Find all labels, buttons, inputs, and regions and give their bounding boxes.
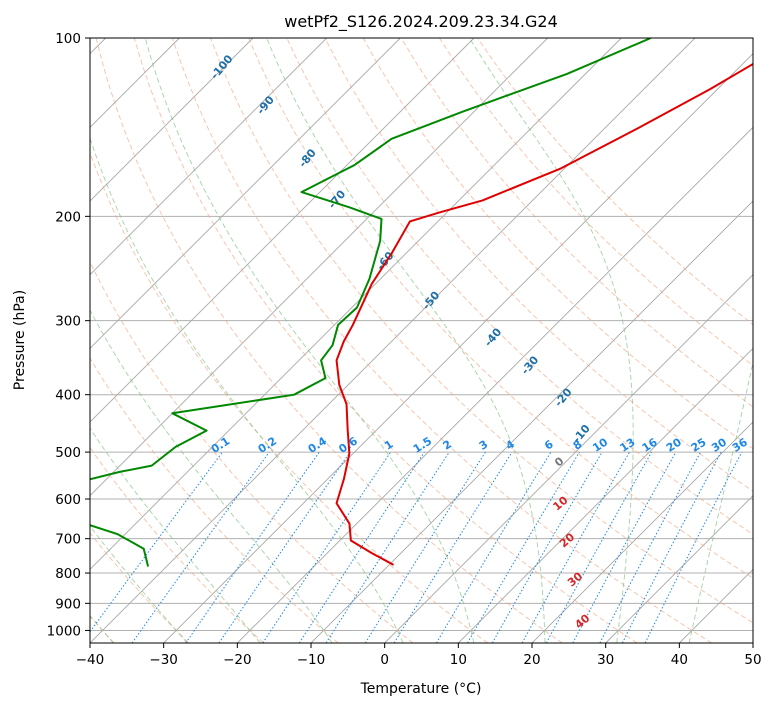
dry-adiabat-line <box>439 38 753 366</box>
mixing-ratio-line <box>393 451 513 643</box>
isotherm-line <box>458 347 753 643</box>
moist-adiabat-line <box>144 38 475 643</box>
y-axis-ticks: 100 200 300 400 500 600 700 800 900 1000 <box>47 31 90 639</box>
isotherm-line <box>90 38 548 497</box>
mixing-ratio-line <box>298 451 425 643</box>
isotherm-line <box>90 38 696 643</box>
dry-adiabat-line <box>90 151 488 643</box>
x-tick-label: −30 <box>149 652 178 668</box>
mixing-ratio-line <box>572 451 677 643</box>
y-tick-label: 800 <box>55 566 81 582</box>
mixing-ratio-line <box>364 451 486 643</box>
mixing-ratio-line <box>218 451 351 643</box>
y-tick-label: 700 <box>55 532 81 548</box>
x-tick-label: 50 <box>744 652 761 668</box>
moist-adiabat-line <box>688 360 753 643</box>
dewpoint-series-line <box>90 38 652 567</box>
isotherm-lines <box>90 38 753 643</box>
mixing-ratio-line <box>644 451 743 643</box>
isotherm-line <box>384 274 753 643</box>
isotherm-line <box>90 38 254 202</box>
mixing-ratio-line <box>599 451 701 643</box>
plot-frame <box>89 37 754 644</box>
isotherm-line <box>90 38 475 423</box>
isotherm-line <box>90 38 622 570</box>
dry-adiabat-line <box>90 446 264 643</box>
y-tick-label: 400 <box>55 388 81 404</box>
x-tick-label: 0 <box>380 652 389 668</box>
mixing-ratio-lines <box>90 451 743 643</box>
dry-adiabat-line <box>171 38 712 643</box>
mixing-ratio-line <box>131 451 270 643</box>
dry-adiabat-line <box>324 38 753 492</box>
isotherm-line <box>90 38 401 349</box>
y-tick-label: 1000 <box>47 623 81 639</box>
y-tick-label: 600 <box>55 492 81 508</box>
sounding-series <box>90 38 753 567</box>
mixing-ratio-line <box>90 451 223 633</box>
x-tick-label: 30 <box>597 652 614 668</box>
pressure-gridlines <box>90 38 753 631</box>
y-tick-label: 500 <box>55 445 81 461</box>
y-tick-label: 900 <box>55 596 81 612</box>
y-tick-label: 300 <box>55 314 81 330</box>
mixing-ratio-line <box>435 451 552 643</box>
temperature-series-line <box>335 62 753 566</box>
chart-title: wetPf2_S126.2024.209.23.34.G24 <box>284 12 558 32</box>
moist-adiabat-line <box>90 136 404 643</box>
dry-adiabat-line <box>90 357 339 643</box>
y-tick-label: 100 <box>55 31 81 47</box>
isotherm-line <box>605 495 753 643</box>
x-axis-ticks: −40 −30 −20 −10 0 10 20 30 40 50 <box>76 643 762 668</box>
moist-adiabat-line <box>469 38 634 643</box>
isotherm-line <box>90 38 327 276</box>
x-tick-label: −10 <box>297 652 326 668</box>
moist-adiabat-line <box>90 427 261 643</box>
isotherm-line <box>237 126 753 643</box>
x-tick-label: 10 <box>450 652 467 668</box>
mixing-ratio-line <box>621 451 722 643</box>
isotherm-line <box>531 421 753 643</box>
moist-adiabat-lines <box>90 38 753 643</box>
dry-adiabat-line <box>90 532 190 643</box>
dry-adiabat-line <box>95 38 563 643</box>
dry-adiabat-line <box>133 38 638 643</box>
mixing-ratio-line <box>325 451 450 643</box>
dry-adiabat-lines <box>90 38 753 643</box>
x-axis-label: Temperature (°C) <box>360 681 482 697</box>
y-tick-label: 200 <box>55 209 81 225</box>
moist-adiabat-line <box>90 309 333 643</box>
x-tick-label: −40 <box>76 652 105 668</box>
dry-adiabat-line <box>90 260 414 643</box>
x-tick-label: 20 <box>523 652 540 668</box>
isotherm-line <box>163 53 753 643</box>
dry-adiabat-line <box>400 38 753 408</box>
y-axis-label: Pressure (hPa) <box>12 290 28 390</box>
mixing-ratio-line <box>262 451 392 643</box>
dry-adiabat-line <box>210 38 753 624</box>
moist-adiabat-line <box>266 38 546 643</box>
plot-area: 0.1 0.2 0.4 0.6 1 1.5 2 3 4 6 8 10 13 16 20 25 30 36-100-… <box>90 38 753 643</box>
mixing-ratio-line <box>521 451 630 643</box>
x-tick-label: −20 <box>223 652 252 668</box>
mixing-ratio-line <box>185 451 320 643</box>
x-tick-label: 40 <box>671 652 688 668</box>
mixing-ratio-line <box>545 451 653 643</box>
dry-adiabat-line <box>248 38 753 579</box>
